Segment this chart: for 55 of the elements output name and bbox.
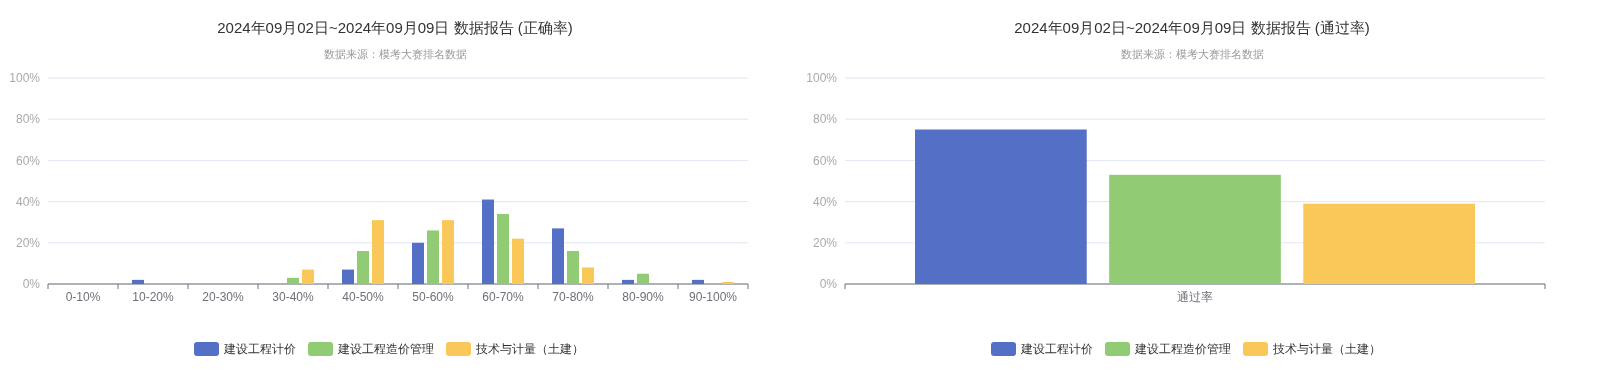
x-tick-label: 90-100% <box>688 290 738 304</box>
x-tick-label: 50-60% <box>412 290 454 304</box>
bar <box>342 269 354 284</box>
x-tick-label: 60-70% <box>482 290 524 304</box>
y-tick-label: 40% <box>15 194 41 209</box>
y-tick-label: 80% <box>15 112 41 127</box>
y-tick-label: 100% <box>806 71 838 86</box>
x-tick-label: 通过率 <box>1177 290 1213 304</box>
bar <box>512 238 524 284</box>
bar <box>442 220 454 284</box>
bar <box>497 213 509 284</box>
chart-subtitle: 数据来源：模考大赛排名数据 <box>1120 48 1264 60</box>
bar <box>372 220 384 284</box>
y-tick-label: 40% <box>812 194 838 209</box>
bar <box>1303 203 1475 284</box>
legend-label: 技术与计量（土建） <box>475 342 584 357</box>
bar <box>915 129 1087 284</box>
x-tick-label: 70-80% <box>552 290 594 304</box>
bar <box>637 273 649 284</box>
y-tick-label: 20% <box>15 236 41 250</box>
bar <box>132 279 144 284</box>
bar <box>427 230 439 284</box>
y-tick-label: 0% <box>819 277 838 292</box>
x-tick-label: 40-50% <box>342 290 384 304</box>
bar <box>552 228 564 284</box>
x-tick-label: 0-10% <box>65 290 101 304</box>
legend-label: 技术与计量（土建） <box>1272 342 1381 357</box>
bar <box>567 251 579 284</box>
y-tick-label: 80% <box>812 112 838 127</box>
y-tick-label: 100% <box>9 71 41 86</box>
x-tick-label: 30-40% <box>272 290 314 304</box>
chart-title: 2024年09月02日~2024年09月09日 数据报告 (通过率) <box>1014 19 1370 36</box>
y-tick-label: 60% <box>15 153 41 168</box>
bar <box>722 281 734 284</box>
bar <box>622 279 634 284</box>
bar <box>582 267 594 284</box>
bar <box>287 277 299 284</box>
bar <box>692 279 704 284</box>
bar <box>357 251 369 284</box>
bar <box>412 242 424 284</box>
y-tick-label: 60% <box>812 153 838 168</box>
y-tick-label: 0% <box>22 277 41 292</box>
legend-label: 建设工程计价 <box>223 342 296 357</box>
x-tick-label: 10-20% <box>132 290 174 304</box>
chart-title: 2024年09月02日~2024年09月09日 数据报告 (正确率) <box>217 19 573 36</box>
bar <box>482 199 494 284</box>
y-tick-label: 20% <box>812 236 838 250</box>
legend-label: 建设工程计价 <box>1020 342 1093 357</box>
legend-label: 建设工程造价管理 <box>337 342 434 357</box>
bar <box>1109 174 1281 284</box>
bar <box>302 269 314 284</box>
x-tick-label: 80-90% <box>622 290 664 304</box>
chart-subtitle: 数据来源：模考大赛排名数据 <box>323 48 467 60</box>
legend-label: 建设工程造价管理 <box>1134 342 1231 357</box>
x-tick-label: 20-30% <box>202 290 244 304</box>
